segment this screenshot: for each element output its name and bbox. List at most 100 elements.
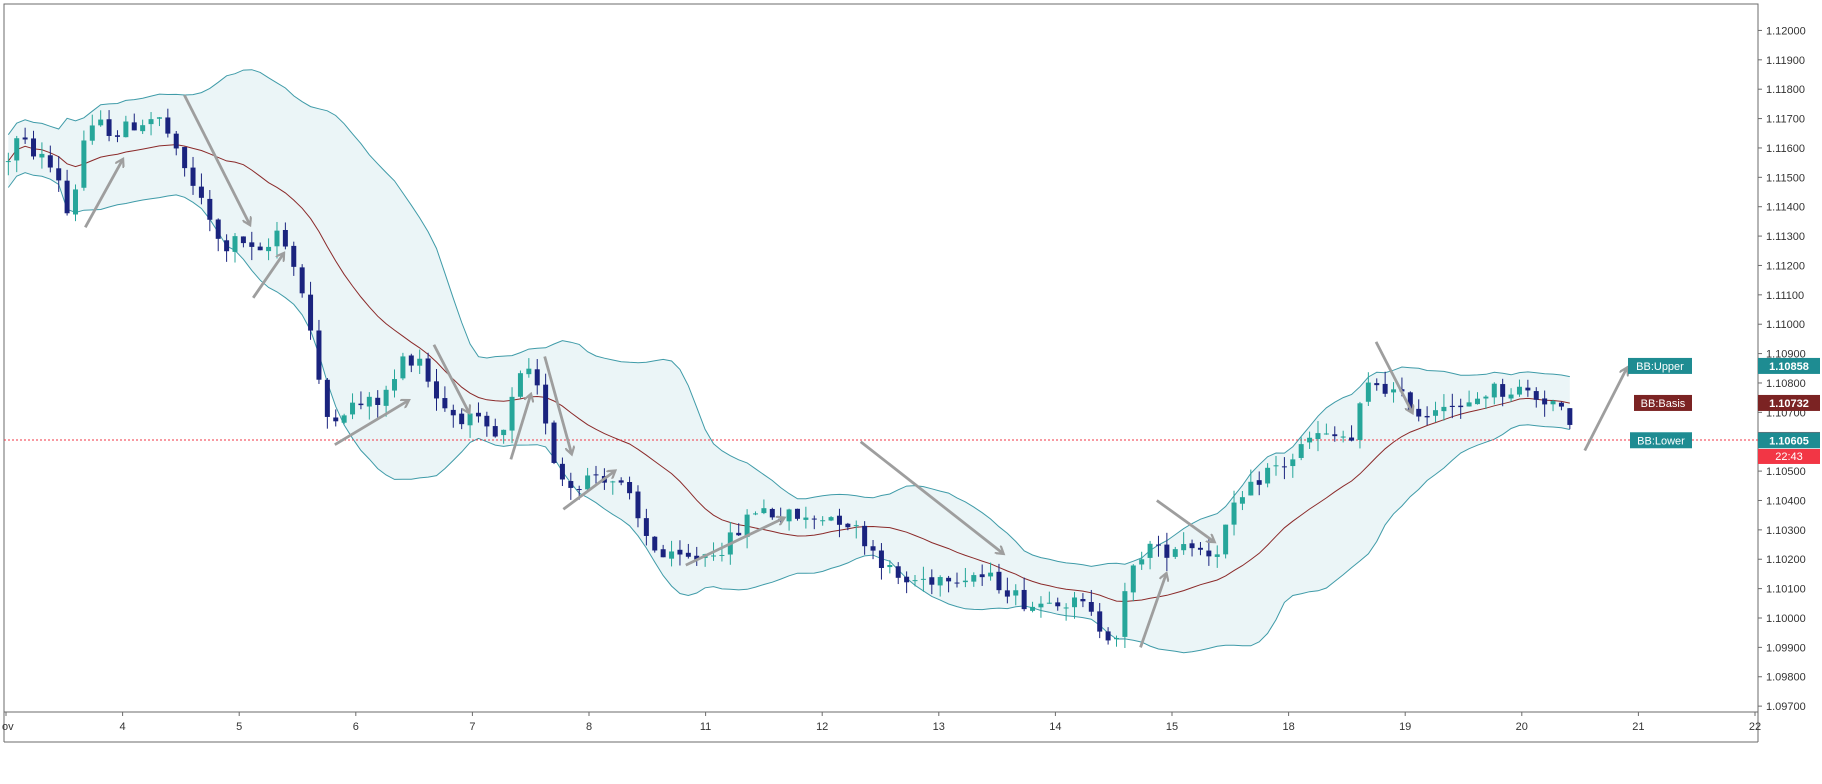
candle-body — [988, 572, 994, 577]
candle-body — [568, 481, 574, 488]
candle-body — [660, 549, 666, 558]
candle-body — [652, 536, 658, 551]
candle-body — [1508, 394, 1514, 399]
candle-body — [643, 518, 649, 536]
y-tick-label: 1.11900 — [1766, 55, 1805, 67]
bb-upper-badge-label-bg — [1628, 357, 1692, 374]
candle-body — [501, 429, 507, 436]
bb-upper-badge-value: 1.10858 — [1769, 361, 1809, 373]
candle-body — [946, 577, 952, 582]
candle-body — [1113, 637, 1119, 640]
candle-body — [274, 230, 280, 247]
candle-body — [862, 525, 868, 547]
candle-body — [1004, 590, 1010, 597]
x-tick-label: 13 — [933, 721, 945, 733]
candle-body — [156, 117, 162, 119]
candle-body — [1155, 544, 1161, 546]
candle-body — [131, 122, 137, 131]
candle-body — [1441, 406, 1447, 412]
candle-body — [685, 552, 691, 557]
candle-body — [870, 546, 876, 551]
candle-body — [593, 474, 599, 476]
candle-body — [509, 396, 515, 431]
candle-body — [39, 153, 45, 158]
candle-body — [1558, 402, 1564, 407]
candle-body — [106, 119, 112, 136]
candle-body — [1357, 403, 1363, 440]
candle-body — [1248, 481, 1254, 496]
bb-basis-line — [7, 144, 1570, 603]
candle-body — [417, 358, 423, 366]
trend-arrow — [685, 518, 784, 567]
candle-body — [1231, 502, 1237, 525]
y-tick-label: 1.11200 — [1766, 260, 1805, 272]
candle-body — [1466, 402, 1472, 407]
candle-body — [1080, 598, 1086, 602]
candle-body — [333, 417, 339, 422]
candle-body — [257, 246, 263, 251]
candle-body — [1214, 554, 1220, 557]
candle-body — [1256, 480, 1262, 485]
candle-body — [1030, 606, 1036, 611]
candle-body — [1122, 591, 1128, 637]
candle-body — [299, 267, 305, 294]
y-tick-label: 1.09900 — [1766, 642, 1806, 654]
candle-body — [341, 415, 347, 423]
bb-lower-badge-label-bg — [1630, 432, 1692, 449]
y-tick-label: 1.11600 — [1766, 143, 1805, 155]
trend-arrow — [859, 440, 1003, 554]
y-tick-label: 1.11100 — [1766, 290, 1804, 302]
candle-body — [215, 219, 221, 239]
candle-body — [459, 413, 465, 425]
candle-body — [1072, 597, 1078, 608]
candle-body — [56, 168, 62, 181]
bb-upper-badge-label: BB:Upper — [1636, 361, 1684, 373]
candle-body — [31, 138, 37, 157]
candle-body — [954, 582, 960, 584]
candle-body — [1458, 405, 1464, 408]
candle-body — [64, 180, 70, 214]
candle-body — [14, 138, 20, 161]
trend-arrow — [432, 344, 469, 413]
candle-body — [1474, 398, 1480, 405]
candle-body — [475, 412, 481, 417]
candle-body — [677, 549, 683, 555]
candle-body — [1323, 433, 1329, 435]
bollinger-band-fill — [8, 69, 1570, 653]
candle-body — [291, 245, 297, 267]
candle-body — [803, 517, 809, 520]
candle-body — [937, 577, 943, 586]
candle-body — [971, 575, 977, 582]
candle-body — [585, 475, 591, 490]
candle-body — [1307, 437, 1313, 443]
x-tick-label: 6 — [353, 721, 359, 733]
y-tick-label: 1.09800 — [1766, 672, 1806, 684]
y-tick-label: 1.11700 — [1766, 114, 1805, 126]
y-tick-label: 1.10800 — [1766, 378, 1806, 390]
candle-body — [635, 491, 641, 519]
y-tick-label: 1.11400 — [1766, 202, 1805, 214]
x-tick-label: 12 — [816, 721, 828, 733]
x-tick-label: ov — [2, 721, 14, 733]
bb-lower-badge-value: 1.10605 — [1769, 435, 1809, 447]
y-tick-label: 1.11000 — [1766, 319, 1805, 331]
candle-body — [266, 246, 272, 252]
candle-body — [81, 140, 87, 188]
candle-body — [22, 137, 28, 140]
trend-arrow — [1374, 341, 1412, 413]
candle-body — [198, 186, 204, 198]
candle-body — [1013, 590, 1019, 596]
candle-body — [753, 513, 759, 515]
trend-arrow — [509, 395, 531, 460]
x-tick-label: 8 — [586, 721, 592, 733]
candle-body — [1407, 392, 1413, 410]
candle-body — [1147, 543, 1153, 558]
candle-body — [719, 554, 725, 556]
candle-body — [744, 514, 750, 537]
candle-body — [282, 229, 288, 247]
candle-body — [232, 236, 238, 252]
y-tick-label: 1.10300 — [1766, 525, 1806, 537]
x-tick-label: 4 — [120, 721, 126, 733]
bb-lower-badge-label: BB:Lower — [1637, 435, 1685, 447]
